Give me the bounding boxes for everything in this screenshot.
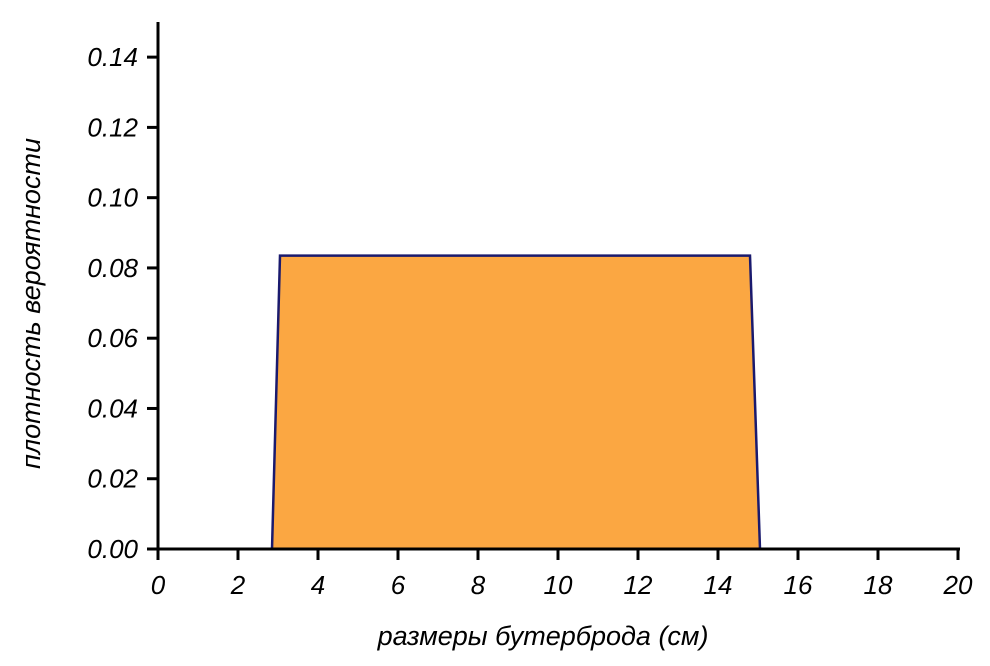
- y-axis-title: плотность вероятности: [16, 138, 46, 469]
- y-tick-label: 0.00: [87, 534, 138, 564]
- x-tick-label: 14: [704, 570, 733, 600]
- plot-area: [158, 254, 958, 551]
- series-area-0: [158, 255, 958, 549]
- x-tick-label: 2: [230, 570, 246, 600]
- x-axis-title: размеры бутерброда (см): [377, 621, 709, 651]
- x-tick-label: 16: [784, 570, 813, 600]
- y-tick-label: 0.02: [87, 464, 138, 494]
- x-tick-label: 0: [151, 570, 166, 600]
- x-tick-label: 6: [391, 570, 406, 600]
- y-tick-label: 0.04: [87, 393, 138, 423]
- x-tick-label: 10: [544, 570, 573, 600]
- x-tick-label: 20: [943, 570, 973, 600]
- x-tick-label: 12: [624, 570, 653, 600]
- x-tick-label: 4: [311, 570, 325, 600]
- y-tick-label: 0.12: [87, 112, 138, 142]
- y-tick-label: 0.14: [87, 42, 138, 72]
- y-tick-label: 0.08: [87, 253, 138, 283]
- y-tick-label: 0.10: [87, 183, 138, 213]
- axes: [148, 22, 960, 559]
- y-tick-label: 0.06: [87, 323, 138, 353]
- x-tick-label: 8: [471, 570, 486, 600]
- x-axis-ticks: 0 2 4 6 8 10 12 14 16 18 20: [151, 549, 973, 600]
- x-tick-label: 18: [864, 570, 893, 600]
- y-axis-ticks: 0.00 0.02 0.04 0.06 0.08 0.10 0.12 0.14: [87, 42, 158, 564]
